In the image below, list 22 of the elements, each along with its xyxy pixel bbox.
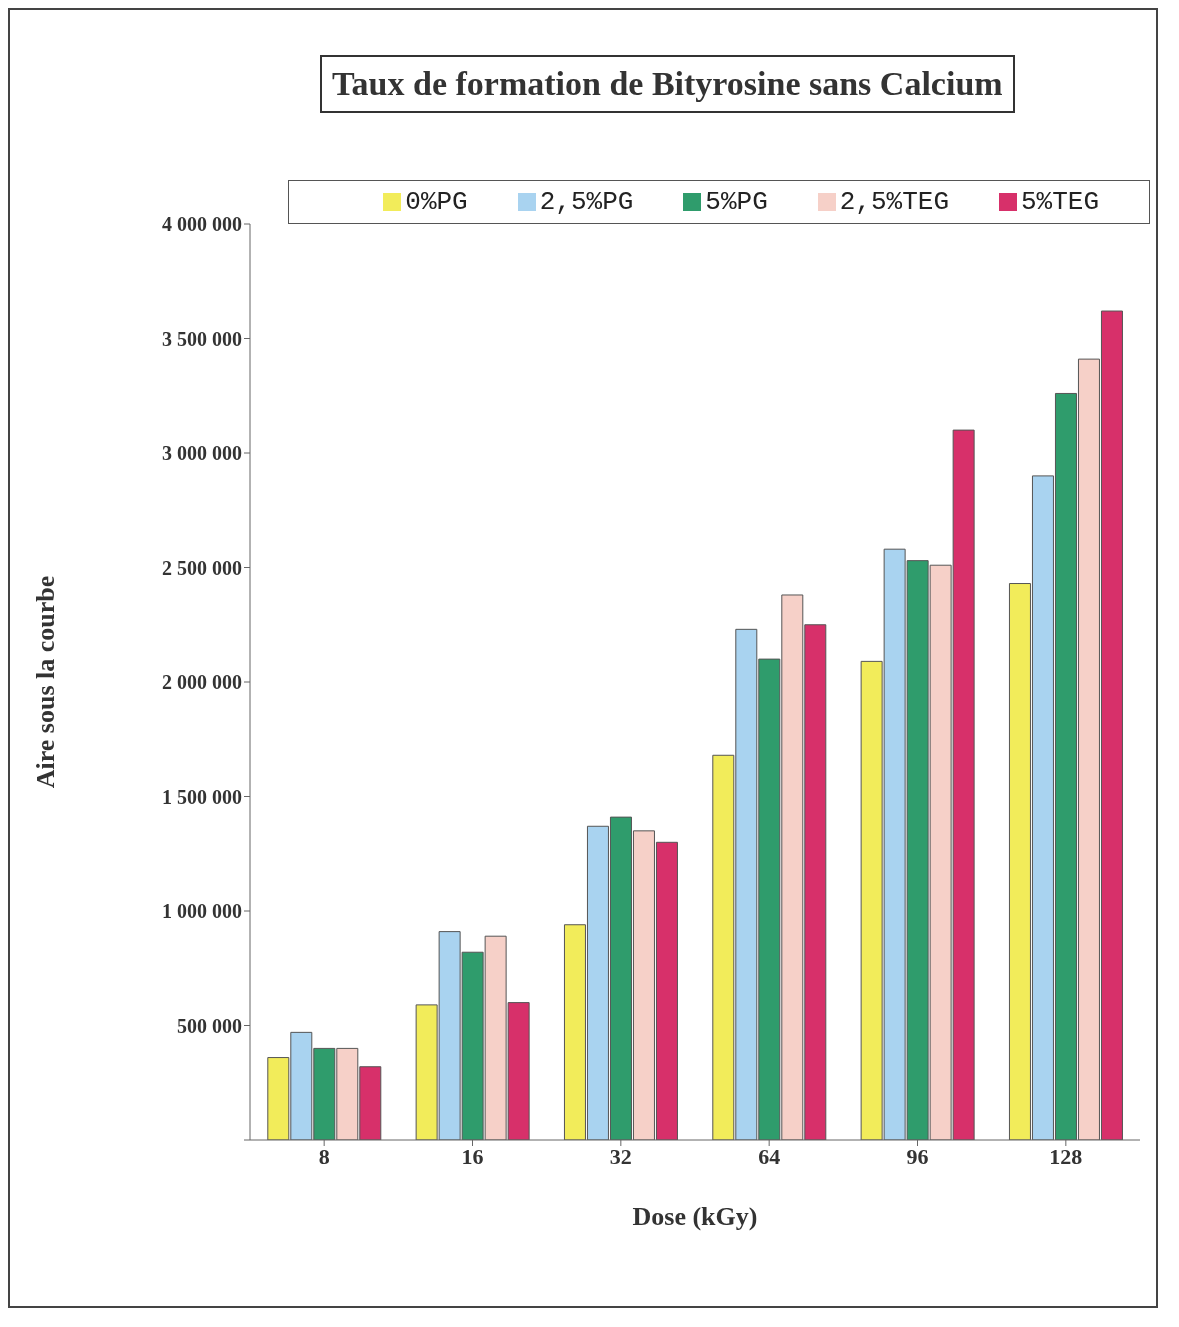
legend-label: 0%PG — [405, 187, 468, 217]
y-tick-label: 2 500 000 — [162, 556, 242, 579]
x-tick-label: 16 — [461, 1143, 484, 1169]
x-tick-label: 8 — [318, 1143, 330, 1169]
y-tick-label: 3 500 000 — [162, 327, 242, 350]
y-tick-label: 4 000 000 — [162, 213, 242, 236]
chart-title: Taux de formation de Bityrosine sans Calcium — [320, 55, 1015, 113]
y-tick-label: 1 000 000 — [162, 900, 242, 923]
y-axis-title: Aire sous la courbe — [31, 575, 61, 789]
legend-label: 2,5%PG — [539, 187, 634, 217]
x-tick-label: 64 — [758, 1143, 781, 1169]
legend-label: 5%TEG — [1020, 187, 1099, 217]
y-tick-label: 500 000 — [177, 1014, 242, 1037]
x-tick-label: 32 — [609, 1143, 632, 1169]
y-tick-label: 1 500 000 — [162, 785, 242, 808]
y-tick-label: 2 000 000 — [162, 671, 242, 694]
x-tick-label: 128 — [1049, 1143, 1083, 1169]
legend-label: 2,5%TEG — [839, 187, 949, 217]
legend-label: 5%PG — [705, 187, 768, 217]
x-axis-title: Dose (kGy) — [632, 1202, 758, 1231]
x-tick-label: 96 — [906, 1143, 929, 1169]
y-tick-label: 3 000 000 — [162, 442, 242, 465]
